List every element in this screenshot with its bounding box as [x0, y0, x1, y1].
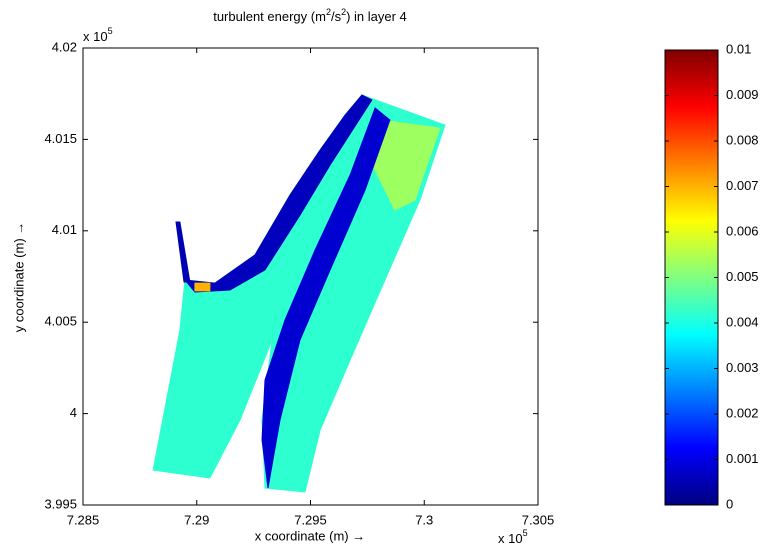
y-tick-label: 4.01 — [52, 222, 77, 237]
colorbar-tick-label: 0.004 — [726, 314, 759, 329]
y-tick-label: 4.005 — [44, 314, 77, 329]
colorbar-tick-label: 0.002 — [726, 405, 759, 420]
x-tick-label: 7.29 — [184, 512, 209, 527]
title-part: ) in layer 4 — [346, 9, 407, 24]
y-tick-label: 4 — [70, 405, 77, 420]
title-part: /s — [331, 9, 342, 24]
y-tick-label: 3.995 — [44, 496, 77, 511]
colorbar-tick-label: 0.003 — [726, 360, 759, 375]
x-tick-label: 7.295 — [294, 512, 327, 527]
title-part: 2 — [326, 7, 331, 17]
chart-title: turbulent energy (m2/s2) in layer 4 — [213, 7, 407, 24]
x-axis-label: x coordinate (m) → — [255, 528, 366, 543]
field-patch — [261, 107, 391, 489]
field-patch — [183, 94, 373, 293]
x-tick-label: 7.3 — [415, 512, 433, 527]
title-part: turbulent energy (m — [213, 9, 326, 24]
x-tick-label: 7.285 — [67, 512, 100, 527]
colorbar-tick-label: 0.008 — [726, 132, 759, 147]
colorbar-tick-label: 0.007 — [726, 178, 759, 193]
colorbar-tick-label: 0.01 — [726, 41, 751, 56]
y-multiplier: x 105 — [83, 26, 113, 44]
colorbar-tick-label: 0 — [726, 496, 733, 511]
x-multiplier: x 105 — [498, 528, 528, 546]
title-part: 2 — [341, 7, 346, 17]
field-patch — [194, 282, 211, 292]
colorbar — [665, 50, 718, 505]
colorbar-tick-label: 0.001 — [726, 451, 759, 466]
y-tick-label: 4.015 — [44, 131, 77, 146]
colorbar-tick-label: 0.009 — [726, 87, 759, 102]
colorbar-tick-label: 0.006 — [726, 223, 759, 238]
y-axis-label: y coordinate (m) → — [11, 222, 26, 333]
x-tick-label: 7.305 — [522, 512, 555, 527]
y-tick-label: 4.02 — [52, 39, 77, 54]
field-patch — [175, 221, 191, 283]
colorbar-tick-label: 0.005 — [726, 269, 759, 284]
